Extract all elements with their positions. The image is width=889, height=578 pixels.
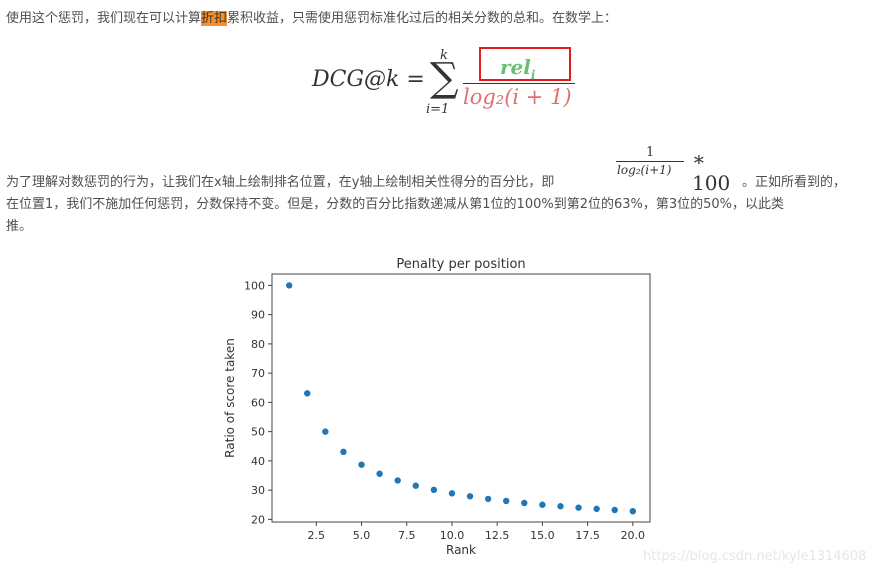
x-tick-label: 12.5 — [485, 529, 510, 542]
y-tick-label: 100 — [244, 279, 265, 292]
equation-numerator: reli — [500, 55, 536, 82]
data-point — [340, 448, 347, 456]
chart-title: Penalty per position — [396, 257, 525, 272]
data-point — [575, 504, 582, 511]
equation-denominator: log₂(i + 1) — [463, 85, 572, 109]
intro-text-before: 使用这个惩罚，我们现在可以计算 — [6, 11, 202, 26]
x-axis-label: Rank — [446, 543, 476, 557]
annotation-box — [479, 47, 571, 81]
explanation-line-2: 在位置1，我们不施加任何惩罚，分数保持不变。但是，分数的百分比指数递减从第1位的… — [6, 197, 785, 212]
y-tick-label: 70 — [251, 367, 265, 380]
data-point — [430, 486, 438, 494]
x-tick-label: 17.5 — [575, 529, 600, 542]
formula-numerator: 1 — [646, 145, 655, 160]
data-point — [503, 497, 510, 505]
data-point — [322, 428, 329, 435]
sigma-symbol: ∑ — [430, 55, 459, 101]
sum-upper-limit: k — [440, 48, 448, 63]
y-tick-label: 80 — [251, 338, 265, 351]
fraction-bar — [463, 83, 575, 84]
data-point — [358, 461, 365, 468]
data-point — [593, 505, 600, 513]
x-tick-label: 15.0 — [530, 529, 555, 542]
formula-fraction-bar — [616, 161, 684, 162]
data-point — [376, 470, 383, 477]
penalty-chart: Penalty per position 20 30 40 50 60 70 80 90 100 2… — [220, 252, 660, 562]
data-point — [557, 503, 564, 510]
explanation-line-1: 为了理解对数惩罚的行为，让我们在x轴上绘制排名位置，在y轴上绘制相关性得分的百分… — [6, 175, 555, 190]
watermark: https://blog.csdn.net/kyle1314608 — [643, 549, 867, 564]
sum-lower-limit: i=1 — [426, 102, 450, 117]
data-point — [412, 482, 419, 489]
dcg-equation: DCG@k = k ∑ i=1 reli log₂(i + 1) — [310, 45, 600, 125]
y-tick-label: 30 — [251, 484, 265, 497]
scatter-plot: Penalty per position 20 30 40 50 60 70 80 90 100 2… — [223, 257, 651, 557]
y-tick-label: 90 — [251, 309, 265, 322]
data-point — [521, 499, 528, 507]
data-point — [448, 490, 456, 497]
y-tick-label: 20 — [251, 513, 265, 526]
highlighted-term: 折扣 — [201, 11, 228, 26]
equation-lhs: DCG@k = — [312, 67, 425, 92]
data-point — [394, 477, 401, 484]
explanation-line-1-end: 。正如所看到的， — [742, 175, 847, 190]
penalty-formula: 1 log₂(i+1) ∗ 100 — [614, 145, 749, 195]
data-point — [484, 495, 492, 503]
data-point — [466, 493, 474, 500]
y-tick-label: 50 — [251, 426, 265, 439]
y-tick-label: 40 — [251, 455, 265, 468]
y-axis-label: Ratio of score taken — [223, 338, 237, 458]
formula-denominator: log₂(i+1) — [617, 163, 672, 177]
data-point — [629, 507, 637, 515]
plot-frame — [271, 273, 651, 523]
x-tick-label: 7.5 — [398, 529, 416, 542]
data-point — [611, 506, 618, 514]
x-tick-label: 20.0 — [621, 529, 646, 542]
x-tick-label: 2.5 — [308, 529, 326, 542]
data-point — [539, 501, 546, 508]
data-point — [304, 390, 311, 397]
intro-paragraph: 使用这个惩罚，我们现在可以计算折扣累积收益，只需使用惩罚标准化过后的相关分数的总… — [6, 8, 617, 30]
x-tick-label: 5.0 — [353, 529, 371, 542]
intro-text-after: 累积收益，只需使用惩罚标准化过后的相关分数的总和。在数学上： — [227, 11, 618, 26]
formula-multiplier: ∗ 100 — [692, 147, 731, 195]
y-tick-label: 60 — [251, 396, 265, 409]
x-tick-label: 10.0 — [440, 529, 465, 542]
data-point — [285, 282, 293, 289]
explanation-line-3: 推。 — [6, 219, 33, 234]
